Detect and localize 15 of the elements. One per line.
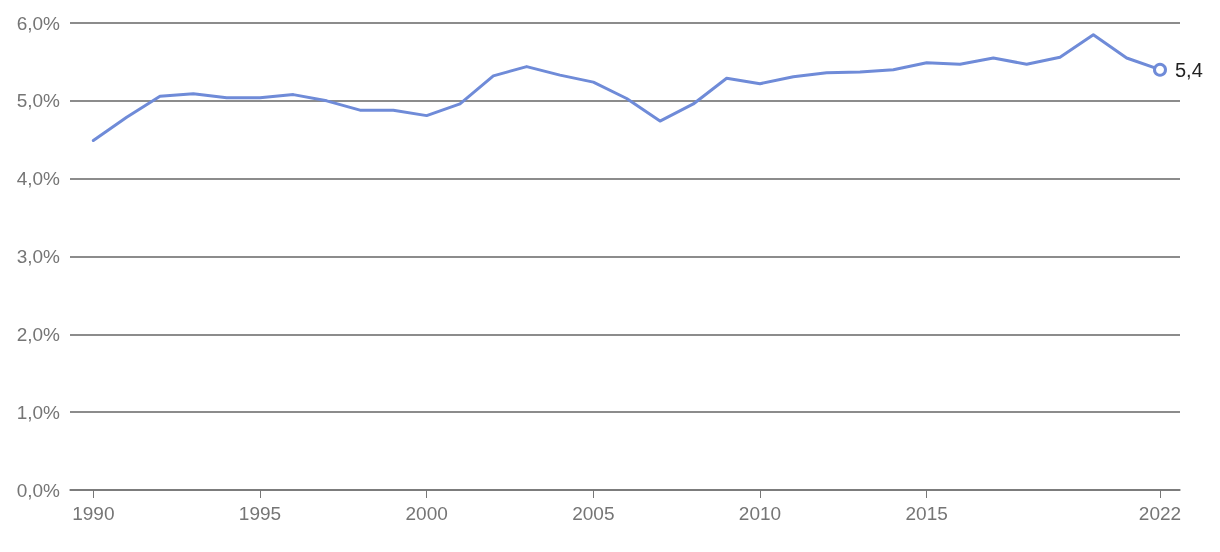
x-tick-label: 1995 (238, 503, 282, 524)
x-tick-label: 2022 (1138, 503, 1182, 524)
y-tick-label: 6,0% (16, 12, 61, 34)
y-tick-label: 5,0% (16, 90, 61, 112)
x-tick-label: 2015 (905, 503, 948, 524)
y-tick-label: 0,0% (16, 479, 61, 501)
x-tick-label: 2000 (405, 503, 448, 524)
y-tick-label: 3,0% (16, 246, 61, 267)
x-tick-label: 2010 (738, 503, 782, 524)
x-tick-label: 2005 (572, 503, 615, 524)
x-tick-label: 1990 (72, 503, 115, 524)
data-label: 5,4 (1175, 58, 1203, 81)
y-tick-label: 4,0% (16, 168, 61, 190)
y-tick-label: 1,0% (16, 401, 61, 423)
y-tick-label: 2,0% (16, 323, 61, 345)
